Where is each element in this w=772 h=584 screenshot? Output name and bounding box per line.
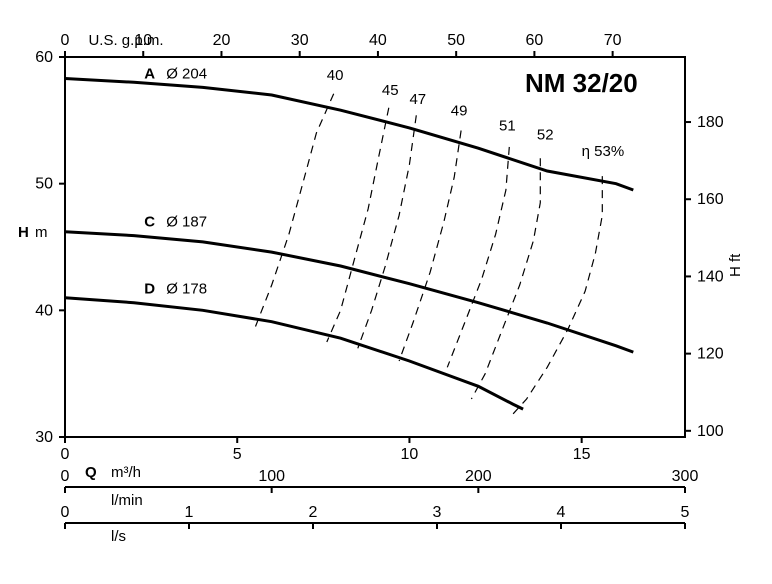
- x3-tick-label: 0: [61, 504, 70, 521]
- curve-d: [65, 298, 523, 409]
- x3-tick-label: 4: [557, 504, 566, 521]
- x3-tick-label: 1: [185, 504, 194, 521]
- y2-tick-label: 140: [697, 268, 724, 285]
- curve-dia-d: Ø 178: [166, 281, 207, 298]
- eff-label: 40: [327, 67, 344, 84]
- chart-title: NM 32/20: [525, 68, 638, 98]
- x2-tick-label: 300: [672, 468, 699, 485]
- eff-label: 52: [537, 126, 554, 143]
- x-top-label: U.S. g.p.m.: [88, 32, 163, 49]
- x-top-tick-label: 0: [61, 32, 70, 49]
- curve-label-c: C: [144, 214, 155, 231]
- x-top-tick-label: 50: [447, 32, 465, 49]
- eff-47: [358, 115, 417, 348]
- x2-tick-label: 100: [258, 468, 285, 485]
- x1-tick-label: 10: [401, 446, 419, 463]
- eff-label: 45: [382, 82, 399, 99]
- x-top-tick-label: 70: [604, 32, 622, 49]
- eff-label: 49: [451, 102, 468, 119]
- eff-label: 51: [499, 117, 516, 134]
- x3-tick-label: 2: [309, 504, 318, 521]
- y-tick-label: 50: [35, 176, 53, 193]
- x2-tick-label: 0: [61, 468, 70, 485]
- x-top-tick-label: 60: [526, 32, 544, 49]
- x3-label: l/s: [111, 528, 126, 545]
- x2-label: l/min: [111, 492, 143, 509]
- x1-label: m³/h: [111, 464, 141, 481]
- y-tick-label: 40: [35, 302, 53, 319]
- eff-49: [399, 131, 461, 362]
- curve-dia-c: Ø 187: [166, 214, 207, 231]
- eff-45: [327, 108, 389, 342]
- x-top-tick-label: 40: [369, 32, 387, 49]
- q-label: Q: [85, 464, 97, 481]
- x-top-tick-label: 30: [291, 32, 309, 49]
- eff-label: 47: [409, 91, 426, 108]
- y-tick-label: 60: [35, 49, 53, 66]
- x3-tick-label: 3: [433, 504, 442, 521]
- y-tick-label: 30: [35, 429, 53, 446]
- x3-tick-label: 5: [681, 504, 690, 521]
- y-right-label: H ft: [727, 253, 744, 277]
- y2-tick-label: 160: [697, 191, 724, 208]
- curve-label-d: D: [144, 281, 155, 298]
- x1-tick-label: 15: [573, 446, 591, 463]
- curve-label-a: A: [144, 65, 155, 82]
- x1-tick-label: 5: [233, 446, 242, 463]
- curve-dia-a: Ø 204: [166, 65, 207, 82]
- y-left-unit: m: [35, 224, 48, 241]
- eff-52: [471, 158, 540, 399]
- plot-frame: [65, 57, 685, 437]
- y2-tick-label: 120: [697, 346, 724, 363]
- x1-tick-label: 0: [61, 446, 70, 463]
- eff-label: η 53%: [582, 143, 625, 160]
- eff-53: [513, 176, 603, 414]
- y2-tick-label: 100: [697, 423, 724, 440]
- x-top-tick-label: 20: [213, 32, 231, 49]
- eff-40: [254, 94, 333, 330]
- y-left-label: H: [18, 224, 29, 241]
- x2-tick-label: 200: [465, 468, 492, 485]
- y2-tick-label: 180: [697, 114, 724, 131]
